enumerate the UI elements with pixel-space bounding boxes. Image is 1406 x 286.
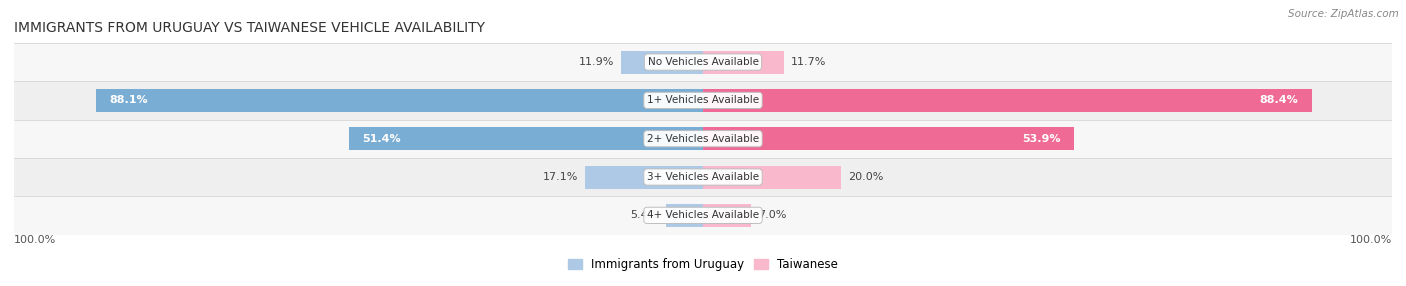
Bar xyxy=(14,196,1392,235)
Bar xyxy=(14,158,1392,196)
Bar xyxy=(14,43,1392,81)
Text: 4+ Vehicles Available: 4+ Vehicles Available xyxy=(647,210,759,220)
Text: 5.4%: 5.4% xyxy=(630,210,659,220)
Text: 11.9%: 11.9% xyxy=(579,57,614,67)
Text: 20.0%: 20.0% xyxy=(848,172,883,182)
Text: 100.0%: 100.0% xyxy=(1350,235,1392,245)
Text: 11.7%: 11.7% xyxy=(790,57,825,67)
Bar xyxy=(703,127,1074,150)
Bar xyxy=(703,51,783,74)
Bar xyxy=(703,204,751,227)
Text: 1+ Vehicles Available: 1+ Vehicles Available xyxy=(647,96,759,105)
Bar xyxy=(703,166,841,188)
Legend: Immigrants from Uruguay, Taiwanese: Immigrants from Uruguay, Taiwanese xyxy=(568,258,838,271)
Bar xyxy=(96,89,703,112)
Text: 88.4%: 88.4% xyxy=(1260,96,1298,105)
Text: 17.1%: 17.1% xyxy=(543,172,578,182)
Bar xyxy=(621,51,703,74)
Bar xyxy=(14,81,1392,120)
Bar xyxy=(666,204,703,227)
Text: 2+ Vehicles Available: 2+ Vehicles Available xyxy=(647,134,759,144)
Text: Source: ZipAtlas.com: Source: ZipAtlas.com xyxy=(1288,9,1399,19)
Text: 53.9%: 53.9% xyxy=(1022,134,1060,144)
Bar xyxy=(703,89,1312,112)
Bar xyxy=(14,120,1392,158)
Text: No Vehicles Available: No Vehicles Available xyxy=(648,57,758,67)
Text: 51.4%: 51.4% xyxy=(363,134,401,144)
Text: IMMIGRANTS FROM URUGUAY VS TAIWANESE VEHICLE AVAILABILITY: IMMIGRANTS FROM URUGUAY VS TAIWANESE VEH… xyxy=(14,21,485,35)
Text: 88.1%: 88.1% xyxy=(110,96,149,105)
Text: 100.0%: 100.0% xyxy=(14,235,56,245)
Bar xyxy=(349,127,703,150)
Text: 3+ Vehicles Available: 3+ Vehicles Available xyxy=(647,172,759,182)
Text: 7.0%: 7.0% xyxy=(758,210,786,220)
Bar xyxy=(585,166,703,188)
